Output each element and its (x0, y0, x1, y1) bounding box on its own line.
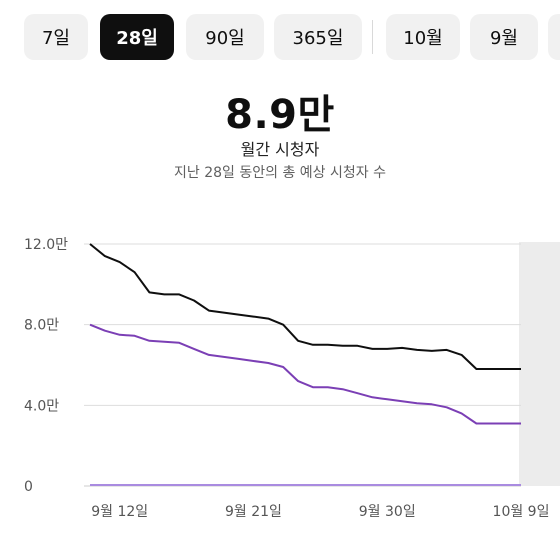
tab-365-days[interactable]: 365일 (274, 14, 362, 60)
y-tick-label: 8.0만 (24, 318, 59, 334)
metric-description: 지난 28일 동안의 총 예상 시청자 수 (174, 165, 386, 181)
tab-divider (372, 20, 373, 54)
series-line-purple (89, 323, 521, 425)
highlight-band (519, 242, 560, 486)
period-tabs: 7일 28일 90일 365일 10월 9월 (0, 14, 560, 62)
tab-7-days[interactable]: 7일 (24, 14, 88, 60)
y-tick-label: 0 (24, 479, 33, 495)
tab-september[interactable]: 9월 (470, 14, 538, 60)
x-tick-label: 9월 21일 (225, 504, 282, 520)
tab-october[interactable]: 10월 (386, 14, 460, 60)
y-tick-label: 12.0만 (24, 237, 68, 253)
monthly-viewers-value: 8.9만 (225, 92, 335, 138)
x-tick-label: 10월 9일 (493, 504, 550, 520)
tab-28-days[interactable]: 28일 (100, 14, 174, 60)
tab-90-days[interactable]: 90일 (186, 14, 264, 60)
metric-label: 월간 시청자 (240, 140, 320, 159)
series-line-total (89, 243, 521, 370)
y-tick-label: 4.0만 (24, 398, 59, 414)
viewers-line-chart: 0 4.0만 8.0만 12.0만 9월 12일 9월 21일 9월 30일 10월 9일 (24, 237, 560, 520)
tab-more-partial[interactable] (548, 14, 560, 60)
x-tick-label: 9월 12일 (91, 504, 148, 520)
x-tick-label: 9월 30일 (359, 504, 416, 520)
